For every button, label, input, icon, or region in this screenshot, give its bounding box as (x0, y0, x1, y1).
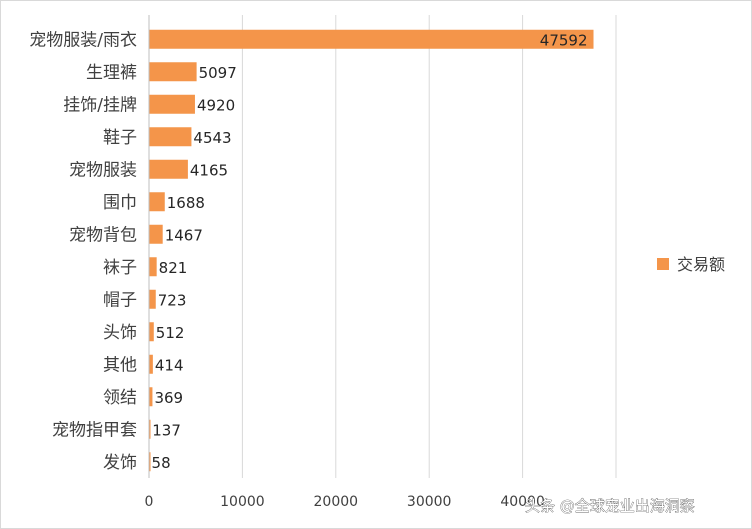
bar (149, 322, 154, 342)
data-label: 137 (152, 421, 181, 439)
data-label: 58 (152, 454, 171, 472)
data-label: 1467 (165, 226, 203, 244)
data-label: 5097 (199, 64, 237, 82)
data-label: 1688 (167, 194, 205, 212)
x-tick-label: 20000 (314, 494, 359, 510)
legend: 交易额 (657, 255, 725, 274)
bar (149, 127, 192, 147)
bar (149, 257, 157, 277)
bar (149, 419, 151, 439)
category-label: 宠物服装/雨衣 (29, 30, 137, 50)
category-label: 挂饰/挂牌 (63, 95, 137, 115)
bar (149, 94, 195, 114)
gridlines (241, 15, 617, 478)
category-label: 生理裤 (86, 63, 137, 83)
bars (149, 29, 594, 472)
category-label: 鞋子 (103, 128, 137, 148)
data-label: 512 (156, 324, 185, 342)
labels: 0 10000 20000 30000 40000 宠物服装/雨衣 47592 生理裤 5097… (29, 30, 587, 510)
data-label: 821 (159, 259, 188, 277)
category-label: 宠物服装 (69, 160, 137, 180)
category-label: 领结 (103, 388, 137, 408)
data-label: 4165 (190, 161, 228, 179)
category-label: 袜子 (103, 258, 137, 278)
data-label: 414 (155, 356, 184, 374)
data-label: 47592 (540, 31, 588, 49)
bar (149, 29, 594, 49)
x-tick-label: 30000 (407, 494, 452, 510)
legend-label: 交易额 (677, 255, 725, 274)
category-label: 帽子 (103, 290, 137, 310)
bar (149, 452, 151, 472)
bar (149, 224, 163, 244)
category-label: 发饰 (103, 453, 137, 473)
category-label: 其他 (103, 355, 137, 375)
x-tick-label: 10000 (220, 494, 265, 510)
category-label: 头饰 (103, 323, 137, 343)
data-label: 4543 (193, 129, 231, 147)
bar (149, 62, 197, 82)
bar (149, 289, 156, 309)
bar (149, 387, 153, 407)
category-label: 宠物指甲套 (52, 420, 137, 440)
bar (149, 192, 165, 212)
category-label: 围巾 (103, 193, 137, 213)
data-label: 4920 (197, 96, 235, 114)
category-label: 宠物背包 (69, 225, 137, 245)
data-label: 723 (158, 291, 187, 309)
bar (149, 354, 153, 374)
x-tick-label: 0 (145, 494, 154, 510)
bar (149, 159, 188, 179)
watermark: 头条 @全球宠业出海洞察 (525, 497, 695, 515)
x-tick-label: 40000 (500, 494, 545, 510)
legend-swatch (657, 258, 669, 270)
data-label: 369 (154, 389, 183, 407)
